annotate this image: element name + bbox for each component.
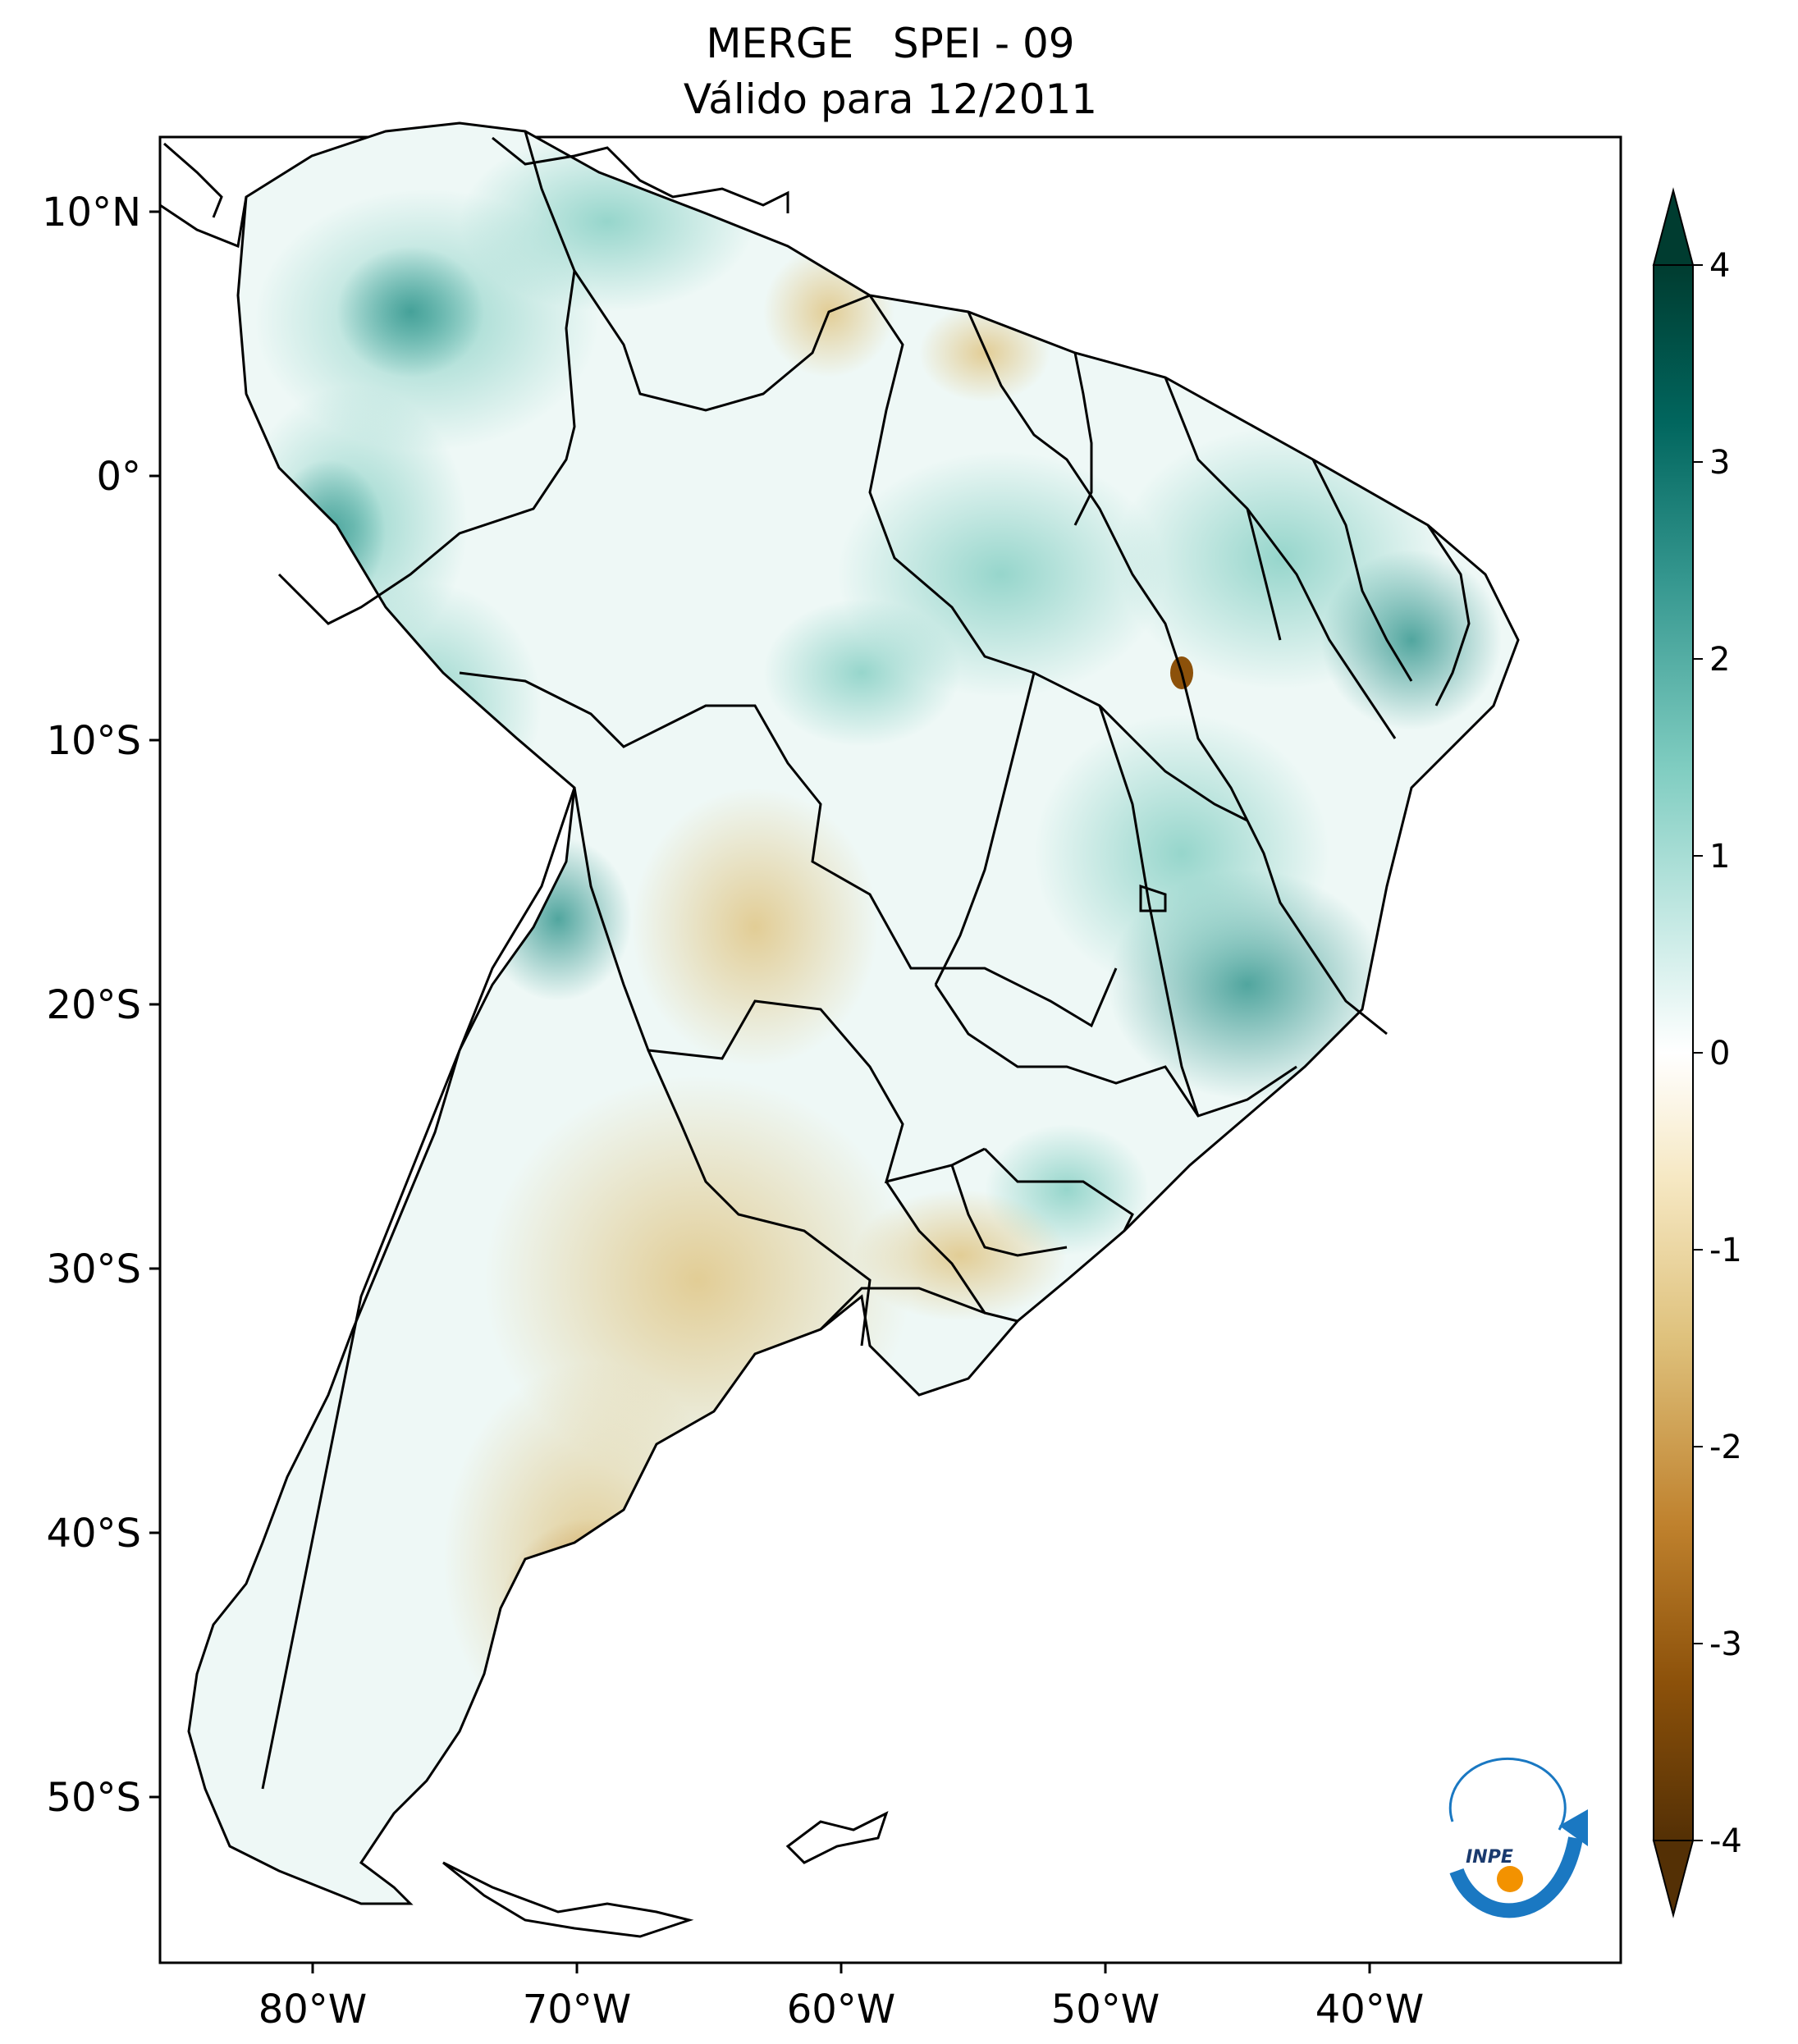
map-title: MERGE SPEI - 09 <box>706 20 1075 67</box>
colorbar-extend-min <box>1652 1840 1695 1918</box>
colorbar-tick-label: 3 <box>1709 444 1730 482</box>
lon-tick-label: 60°W <box>787 1987 896 2033</box>
colorbar-tick-label: -3 <box>1709 1626 1742 1663</box>
lat-tick-label: 30°S <box>46 1246 141 1292</box>
lat-tick-label: 0° <box>96 454 141 500</box>
colorbar: 4 3 2 1 0 -1 -2 -3 -4 <box>1652 187 1742 1918</box>
lat-tick-label: 10°N <box>42 190 141 235</box>
logo-arrowhead-icon <box>1559 1809 1588 1846</box>
colorbar-tick-label: 4 <box>1709 247 1730 285</box>
logo-dot-icon <box>1497 1866 1523 1892</box>
lon-tick-label: 40°W <box>1315 1987 1425 2033</box>
colorbar-gradient <box>1653 264 1694 1841</box>
logo-text: INPE <box>1466 1847 1513 1868</box>
lon-tick-label: 70°W <box>523 1987 632 2033</box>
colorbar-tick-label: -2 <box>1709 1429 1742 1466</box>
lon-tick-label: 80°W <box>258 1987 368 2033</box>
lat-tick-label: 50°S <box>46 1775 141 1821</box>
lon-axis: 80°W 70°W 60°W 50°W 40°W <box>258 1963 1425 2033</box>
coastlines-borders <box>159 121 1520 1938</box>
colorbar-tick-label: 0 <box>1709 1035 1730 1072</box>
colorbar-tick-label: 2 <box>1709 641 1730 679</box>
colorbar-tick-label: 1 <box>1709 838 1730 876</box>
lat-axis: 10°N 0° 10°S 20°S 30°S 40°S 50°S <box>42 190 160 1821</box>
map-subtitle: Válido para 12/2011 <box>683 75 1098 123</box>
inpe-logo: INPE <box>1448 1757 1588 1918</box>
lat-tick-label: 20°S <box>46 982 141 1028</box>
lon-tick-label: 50°W <box>1051 1987 1160 2033</box>
colorbar-tick-label: -4 <box>1709 1822 1742 1860</box>
logo-orbit-icon <box>1448 1757 1567 1831</box>
logo-arrow-icon <box>1449 1836 1583 1918</box>
lat-tick-label: 40°S <box>46 1511 141 1557</box>
colorbar-extend-max <box>1652 187 1695 266</box>
lat-tick-label: 10°S <box>46 718 141 764</box>
colorbar-tick-label: -1 <box>1709 1232 1742 1269</box>
